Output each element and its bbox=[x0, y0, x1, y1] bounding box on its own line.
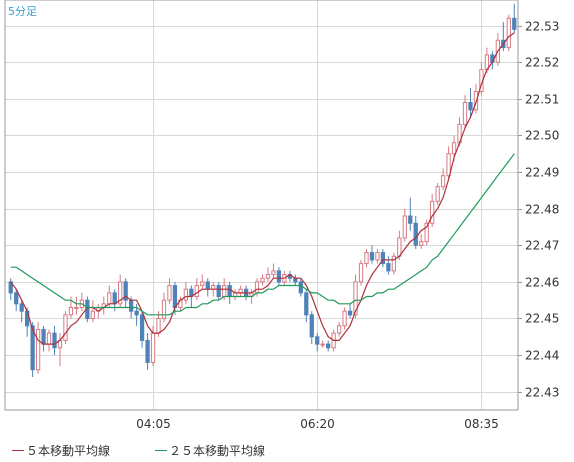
y-tick-label: 22.46 bbox=[525, 276, 559, 290]
candle-up bbox=[353, 281, 358, 316]
y-tick-label: 22.51 bbox=[525, 93, 559, 107]
candle-up bbox=[336, 325, 342, 334]
candle-up bbox=[402, 215, 407, 239]
candle-up bbox=[271, 270, 276, 276]
x-axis: 04:05 06:20 08:35 bbox=[136, 417, 499, 431]
candle-up bbox=[358, 263, 364, 283]
y-tick-label: 22.45 bbox=[525, 312, 559, 326]
candle-up bbox=[63, 314, 68, 341]
candle-down bbox=[129, 299, 134, 312]
candle-up bbox=[156, 317, 161, 334]
candle-down bbox=[41, 328, 46, 345]
candle-down bbox=[304, 292, 309, 316]
y-tick-label: 22.43 bbox=[525, 386, 559, 400]
candle-down bbox=[369, 252, 375, 261]
y-tick-label: 22.48 bbox=[525, 203, 559, 217]
candle-up bbox=[440, 175, 446, 188]
candle-up bbox=[397, 237, 402, 257]
candle-up bbox=[150, 332, 156, 363]
candle-up bbox=[68, 307, 74, 316]
candle-down bbox=[172, 285, 178, 308]
y-tick-label: 22.50 bbox=[525, 129, 559, 143]
candle-up bbox=[200, 281, 205, 287]
candle-up bbox=[107, 292, 112, 305]
candle-up bbox=[161, 299, 167, 319]
moving-average-lines bbox=[10, 32, 515, 345]
candle-down bbox=[326, 343, 331, 349]
x-tick-label: 06:20 bbox=[300, 417, 335, 431]
x-tick-label: 08:35 bbox=[464, 417, 499, 431]
candle-down bbox=[347, 310, 353, 316]
candle-up bbox=[167, 285, 172, 301]
candle-up bbox=[375, 252, 380, 261]
candle-down bbox=[413, 222, 418, 246]
candle-up bbox=[260, 277, 265, 283]
legend-swatch-ma25 bbox=[155, 450, 167, 451]
ma5-line bbox=[10, 32, 515, 345]
candle-down bbox=[139, 314, 145, 341]
y-tick-label: 22.44 bbox=[525, 349, 559, 363]
candle-up bbox=[194, 285, 199, 298]
candle-up bbox=[342, 310, 347, 327]
candle-down bbox=[380, 252, 386, 265]
candle-up bbox=[320, 343, 325, 346]
y-axis: 22.43 22.44 22.45 22.46 22.47 22.48 22.49 22.50… bbox=[518, 20, 559, 400]
legend-swatch-ma5 bbox=[12, 450, 24, 451]
candle-down bbox=[112, 292, 117, 305]
y-tick-label: 22.47 bbox=[525, 239, 559, 253]
candle-up bbox=[254, 281, 260, 294]
candle-up bbox=[446, 153, 451, 177]
candle-up bbox=[46, 332, 52, 345]
legend-item-ma5: ５本移動平均線 bbox=[12, 442, 110, 459]
candle-up bbox=[74, 307, 79, 309]
candle-up bbox=[424, 222, 429, 243]
candlesticks bbox=[8, 3, 517, 378]
grid-lines bbox=[5, 0, 518, 410]
candle-down bbox=[298, 281, 303, 294]
candle-down bbox=[512, 17, 517, 30]
candle-down bbox=[227, 285, 232, 298]
candle-up bbox=[391, 255, 396, 272]
candle-down bbox=[30, 325, 35, 371]
candle-down bbox=[276, 270, 282, 283]
candle-up bbox=[435, 186, 440, 202]
candle-down bbox=[19, 303, 24, 312]
candle-down bbox=[52, 332, 57, 349]
candle-up bbox=[35, 328, 41, 371]
timeframe-label: 5分足 bbox=[8, 5, 37, 18]
candle-down bbox=[134, 310, 139, 316]
candle-up bbox=[90, 310, 95, 319]
candle-up bbox=[364, 252, 369, 265]
x-tick-label: 04:05 bbox=[136, 417, 171, 431]
candle-down bbox=[408, 215, 413, 224]
candle-down bbox=[216, 285, 221, 298]
candle-down bbox=[123, 281, 128, 301]
candle-down bbox=[145, 339, 150, 363]
candle-down bbox=[468, 102, 473, 111]
y-tick-label: 22.49 bbox=[525, 166, 559, 180]
candle-up bbox=[451, 142, 457, 155]
candle-up bbox=[265, 274, 271, 279]
candle-down bbox=[386, 263, 391, 272]
candle-down bbox=[14, 292, 19, 305]
candle-up bbox=[222, 285, 227, 298]
candle-up bbox=[430, 200, 435, 224]
legend-item-ma25: ２５本移動平均線 bbox=[155, 442, 265, 459]
ma25-line bbox=[10, 153, 515, 316]
y-tick-label: 22.52 bbox=[525, 56, 559, 70]
legend-label-ma25: ２５本移動平均線 bbox=[169, 444, 266, 458]
legend-label-ma5: ５本移動平均線 bbox=[26, 444, 111, 458]
candle-down bbox=[315, 336, 320, 345]
y-tick-label: 22.53 bbox=[525, 20, 559, 34]
candle-up bbox=[183, 288, 189, 301]
candle-up bbox=[419, 241, 424, 246]
candle-down bbox=[309, 314, 314, 338]
candle-up bbox=[506, 17, 511, 49]
candle-up bbox=[118, 281, 123, 305]
candle-up bbox=[462, 102, 468, 125]
candle-down bbox=[205, 281, 210, 290]
chart-legend: ５本移動平均線 ２５本移動平均線 bbox=[0, 436, 574, 462]
plot-area-border bbox=[4, 0, 519, 411]
